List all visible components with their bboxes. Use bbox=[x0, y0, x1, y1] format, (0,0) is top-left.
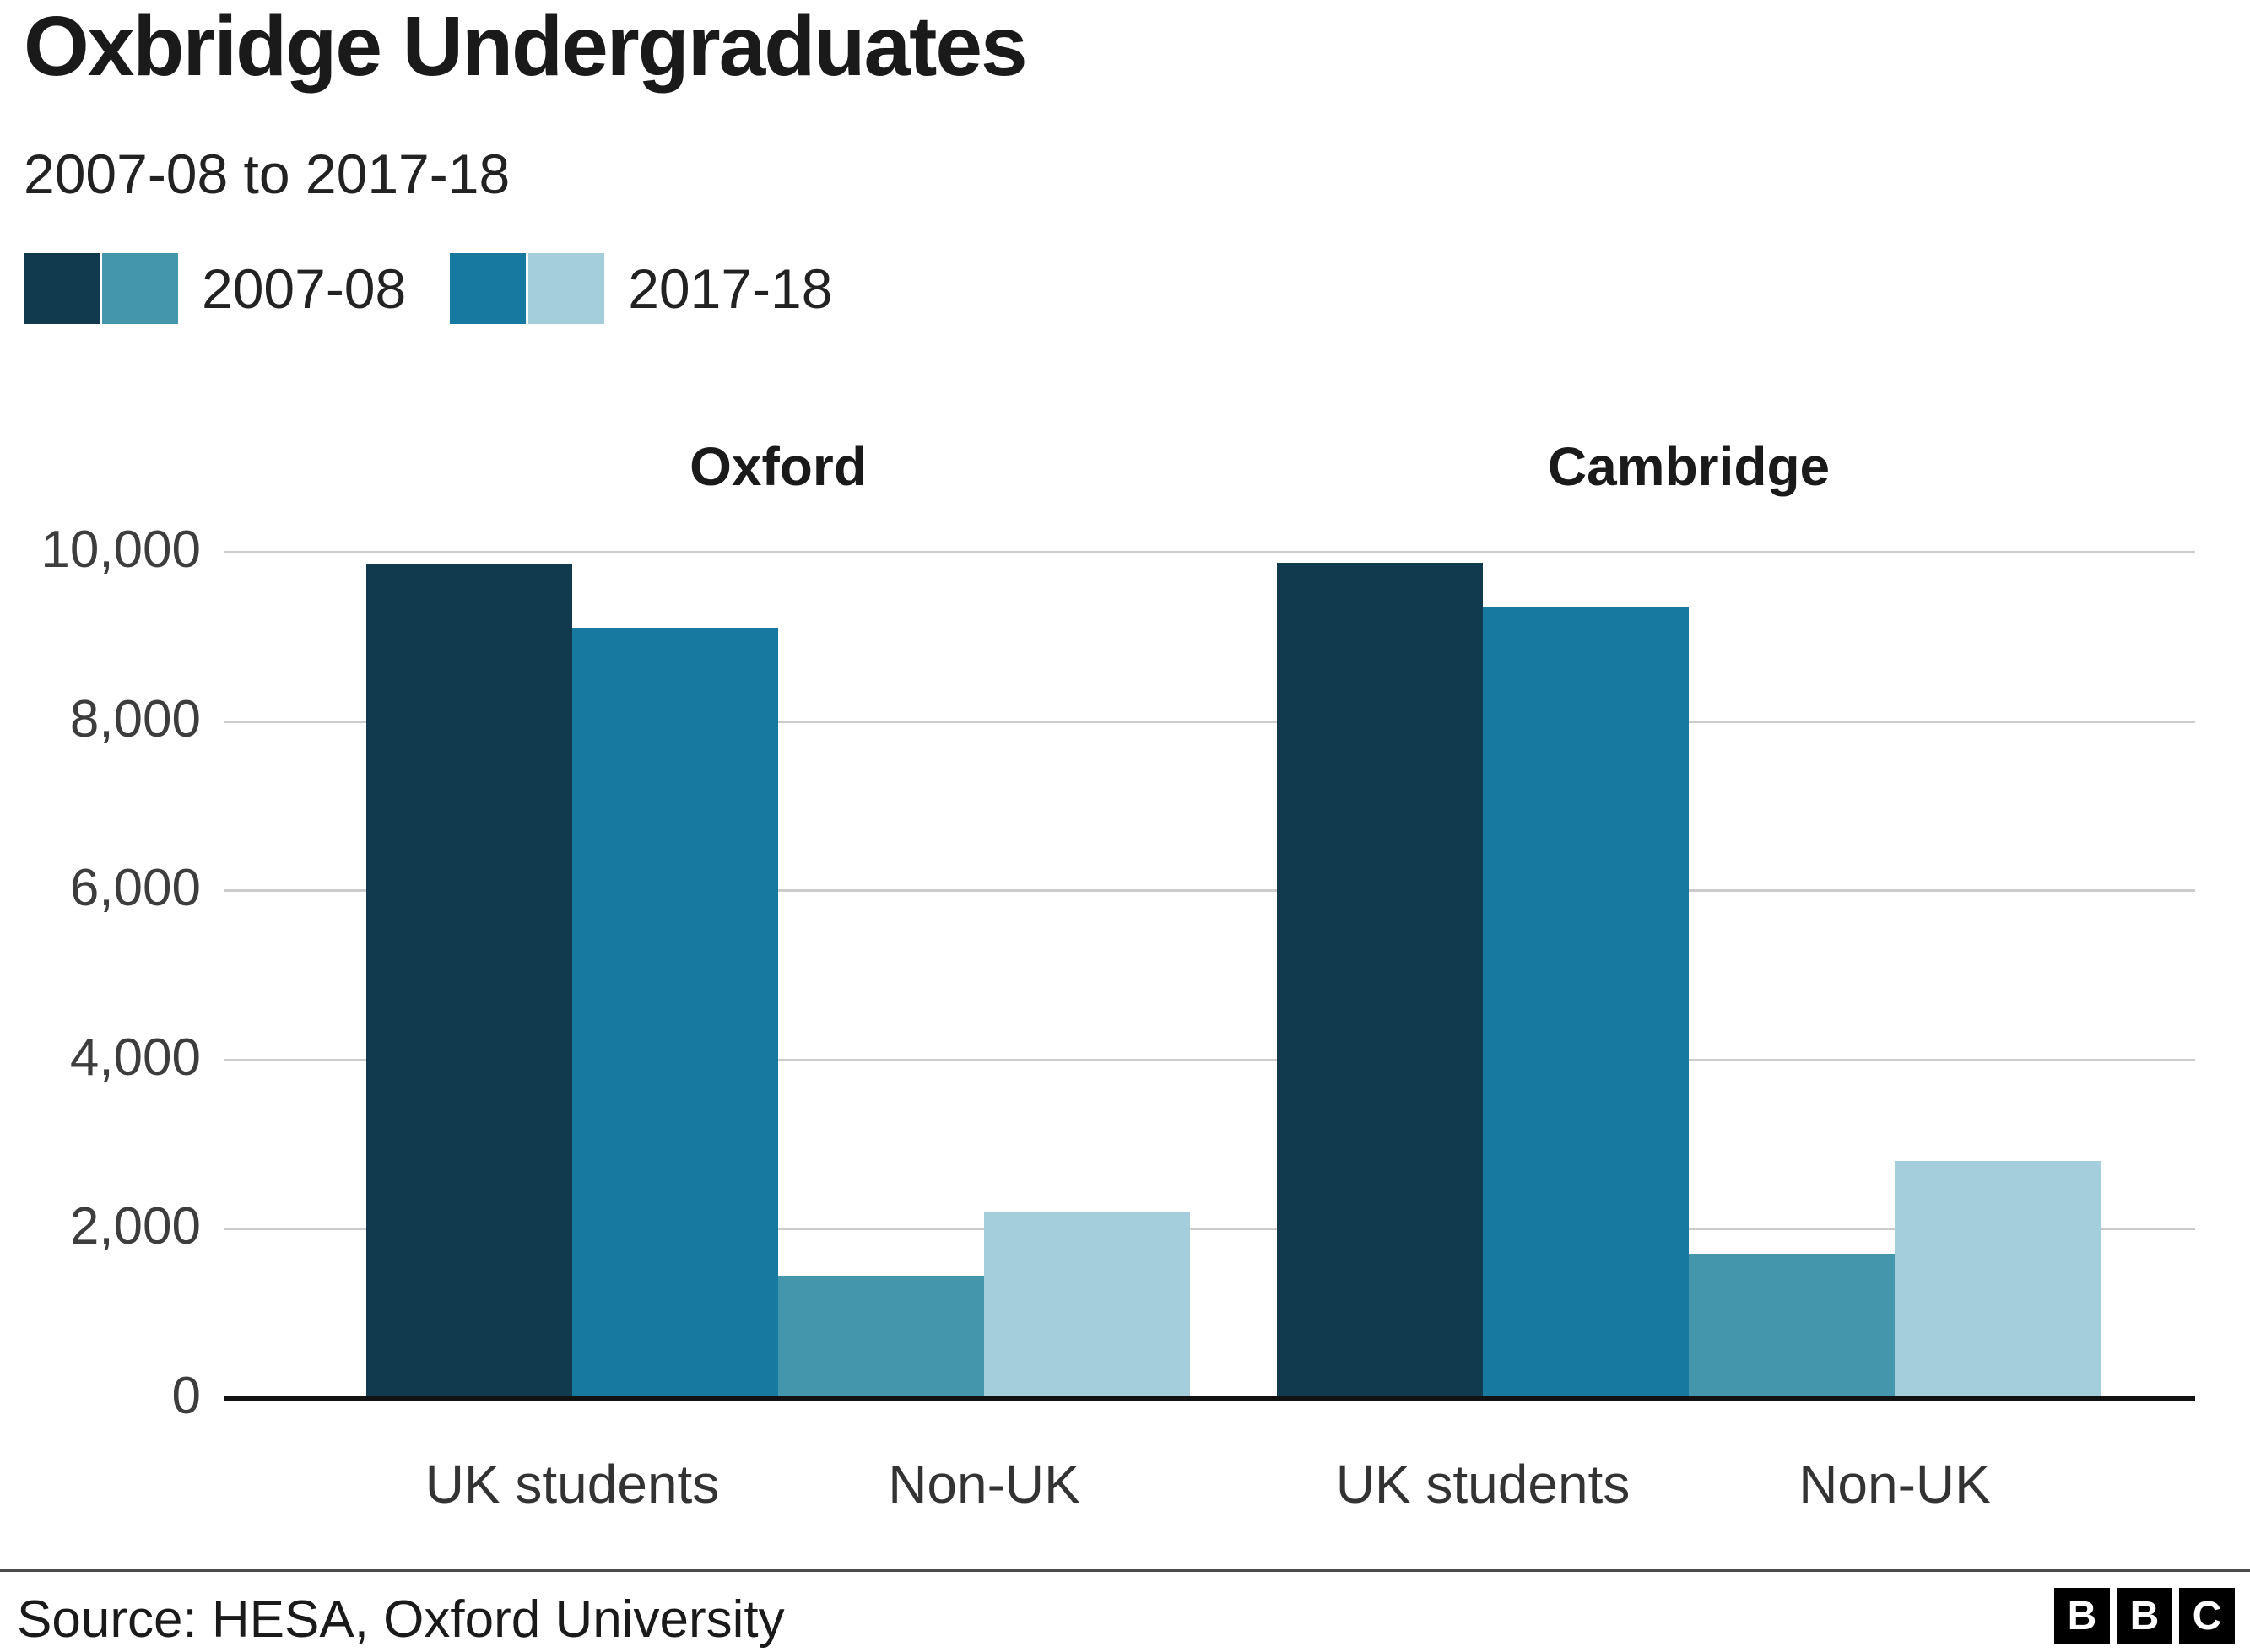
x-category-label-oxford-uk-students: UK students bbox=[425, 1454, 720, 1514]
y-tick-label: 10,000 bbox=[41, 521, 201, 579]
source-caption: Source: HESA, Oxford University bbox=[17, 1590, 785, 1649]
y-tick-label: 0 bbox=[171, 1367, 201, 1425]
bar-cambridge-uk-students-2007-08 bbox=[1277, 563, 1483, 1398]
bar-oxford-uk-students-2017-18 bbox=[572, 628, 778, 1398]
bbc-logo: B B C bbox=[2054, 1588, 2235, 1644]
x-axis-line bbox=[224, 1396, 2195, 1401]
gridline bbox=[224, 720, 2195, 723]
legend-swatches-2007-08 bbox=[24, 253, 178, 324]
bar-cambridge-non-uk-2007-08 bbox=[1689, 1254, 1895, 1398]
bbc-logo-block-b2: B bbox=[2117, 1588, 2172, 1644]
bar-cambridge-non-uk-2017-18 bbox=[1895, 1161, 2101, 1398]
legend-swatches-2017-18 bbox=[450, 253, 605, 324]
chart-subtitle: 2007-08 to 2017-18 bbox=[24, 143, 511, 205]
gridline bbox=[224, 889, 2195, 893]
bar-oxford-uk-students-2007-08 bbox=[366, 564, 572, 1398]
x-category-label-cambridge-uk-students: UK students bbox=[1335, 1454, 1631, 1514]
legend-swatch-navy bbox=[24, 253, 100, 324]
gridline bbox=[224, 1228, 2195, 1231]
legend-swatch-blue bbox=[450, 253, 527, 324]
y-tick-label: 2,000 bbox=[69, 1197, 201, 1256]
panel-title-cambridge: Cambridge bbox=[1547, 436, 1831, 497]
panel-title-oxford: Oxford bbox=[690, 436, 867, 497]
legend-swatch-teal bbox=[102, 253, 178, 324]
x-category-label-cambridge-non-uk: Non-UK bbox=[1798, 1454, 1991, 1514]
bbc-logo-block-c: C bbox=[2179, 1588, 2235, 1644]
legend-item-2017-18: 2017-18 bbox=[450, 253, 832, 324]
legend-item-2007-08: 2007-08 bbox=[24, 253, 406, 324]
y-tick-label: 4,000 bbox=[69, 1028, 201, 1087]
legend-swatch-lightblue bbox=[528, 253, 605, 324]
y-tick-label: 6,000 bbox=[69, 859, 201, 918]
legend: 2007-08 2017-18 bbox=[24, 253, 832, 324]
legend-label-2017-18: 2017-18 bbox=[628, 257, 833, 320]
bar-cambridge-uk-students-2017-18 bbox=[1483, 607, 1689, 1398]
y-tick-label: 8,000 bbox=[69, 689, 201, 748]
x-category-label-oxford-non-uk: Non-UK bbox=[888, 1454, 1080, 1514]
bar-oxford-non-uk-2017-18 bbox=[984, 1212, 1190, 1398]
footer-divider bbox=[0, 1569, 2250, 1572]
bar-oxford-non-uk-2007-08 bbox=[778, 1275, 984, 1398]
gridline bbox=[224, 551, 2195, 553]
gridline bbox=[224, 1058, 2195, 1061]
chart-title: Oxbridge Undergraduates bbox=[24, 0, 1028, 94]
legend-label-2007-08: 2007-08 bbox=[202, 257, 407, 320]
bbc-logo-block-b1: B bbox=[2054, 1588, 2110, 1644]
